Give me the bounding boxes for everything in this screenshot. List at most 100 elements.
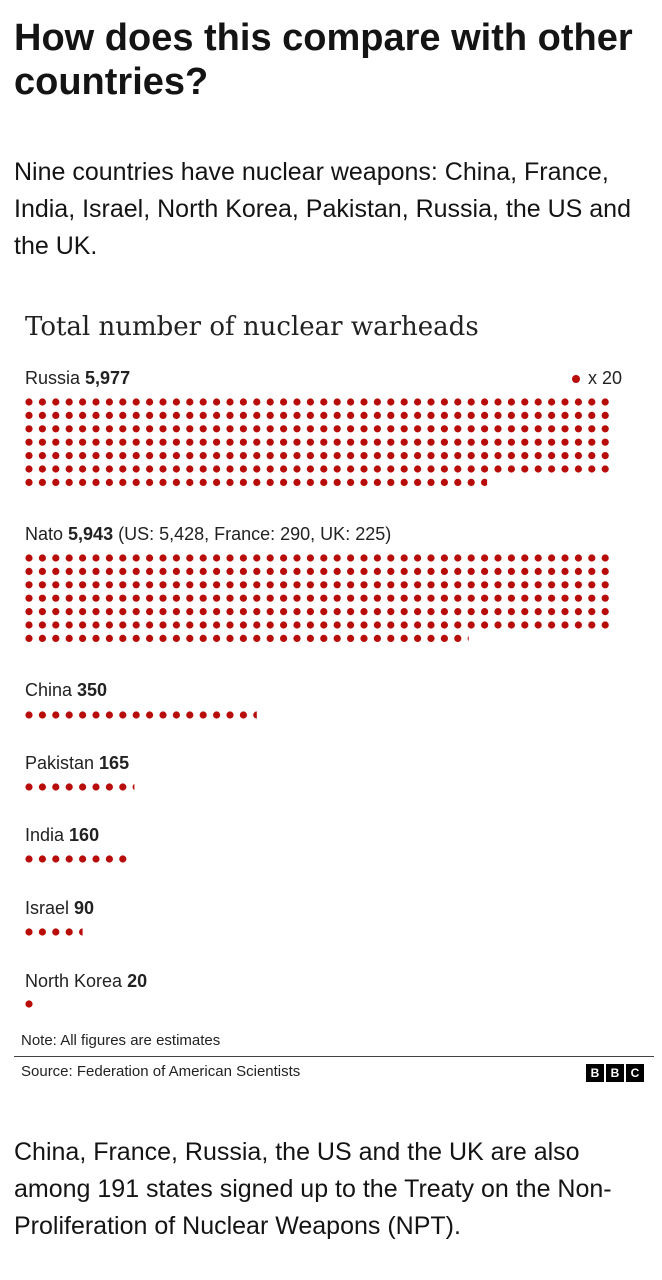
warhead-dot [92, 438, 100, 446]
warhead-dot [400, 465, 408, 473]
chart-source: Source: Federation of American Scientist… [21, 1063, 301, 1080]
warhead-dot [25, 855, 33, 863]
warhead-dot [146, 465, 154, 473]
warhead-dot [347, 465, 355, 473]
warhead-dot [79, 425, 87, 433]
warhead-dot [253, 452, 261, 460]
warhead-dot [481, 438, 489, 446]
warhead-dot [186, 594, 194, 602]
warhead-dot [239, 438, 247, 446]
warhead-dot [172, 554, 180, 562]
warhead-dot [213, 478, 221, 486]
warhead-dot [481, 452, 489, 460]
warhead-dot [25, 711, 33, 719]
warhead-dot [226, 594, 234, 602]
warhead-dot [280, 567, 288, 575]
warhead-dot [293, 398, 301, 406]
warhead-dot [387, 634, 395, 642]
warhead-dot [387, 465, 395, 473]
warhead-dot [293, 452, 301, 460]
country-value: 350 [77, 680, 108, 700]
warhead-dot [280, 411, 288, 419]
warhead-dot [226, 581, 234, 589]
warhead-dot [226, 398, 234, 406]
warhead-dot [92, 711, 100, 719]
warhead-dot [146, 452, 154, 460]
warhead-dot [52, 581, 60, 589]
warhead-dot [360, 608, 368, 616]
warhead-dot [25, 608, 33, 616]
warhead-dot [65, 621, 73, 629]
warhead-dot [588, 621, 596, 629]
warhead-dot [320, 452, 328, 460]
warhead-dot [507, 594, 515, 602]
warhead-dot [132, 411, 140, 419]
warhead-dot [65, 452, 73, 460]
warhead-dot [38, 855, 46, 863]
warhead-dot [38, 567, 46, 575]
warhead-dot [521, 567, 529, 575]
warhead-dot [159, 567, 167, 575]
warhead-dot [507, 452, 515, 460]
warhead-dot [280, 465, 288, 473]
warhead-dot [159, 581, 167, 589]
warhead-dot [387, 594, 395, 602]
warhead-dot [387, 411, 395, 419]
warhead-dot [199, 608, 207, 616]
warhead-dot [387, 554, 395, 562]
warhead-dot [467, 425, 475, 433]
warhead-dot [373, 398, 381, 406]
warhead-dot [400, 621, 408, 629]
warhead-dot [467, 608, 475, 616]
country-value: 160 [69, 825, 100, 845]
warhead-dot [561, 581, 569, 589]
warhead-dot [25, 928, 33, 936]
warhead-dot [440, 438, 448, 446]
warhead-dot [574, 411, 583, 419]
warhead-dot [548, 438, 556, 446]
warhead-dot [320, 411, 328, 419]
warhead-dot [79, 411, 87, 419]
warhead-dot [119, 465, 127, 473]
warhead-dot [52, 928, 60, 936]
warhead-dot [548, 465, 556, 473]
warhead-dot [266, 594, 274, 602]
warhead-dot [226, 452, 234, 460]
warhead-dot [427, 411, 435, 419]
country-name: India [25, 825, 70, 845]
warhead-dot [38, 783, 46, 791]
warhead-dot [548, 554, 556, 562]
warhead-dot [601, 621, 609, 629]
warhead-dot [213, 398, 221, 406]
warhead-dot [521, 608, 529, 616]
warhead-dot [494, 411, 502, 419]
warhead-dot [226, 554, 234, 562]
warhead-dot [186, 438, 194, 446]
chart-legend: x 20 [571, 368, 622, 389]
warhead-dot [38, 465, 46, 473]
warhead-dot [105, 452, 113, 460]
warhead-dot [52, 425, 60, 433]
warhead-dot [186, 634, 194, 642]
warhead-dot [119, 711, 127, 719]
warhead-dot [266, 554, 274, 562]
warhead-dot [373, 465, 381, 473]
warhead-dot [105, 634, 113, 642]
warhead-dot [79, 621, 87, 629]
warhead-dot [588, 465, 596, 473]
warhead-dot [588, 438, 596, 446]
warhead-dot [280, 608, 288, 616]
warhead-dot [440, 425, 448, 433]
warhead-dot [199, 478, 207, 486]
warhead-dot [186, 621, 194, 629]
warhead-dot [199, 411, 207, 419]
warhead-dot [601, 398, 609, 406]
warhead-dot [105, 438, 113, 446]
warhead-dot [494, 581, 502, 589]
warhead-dot [454, 594, 462, 602]
warhead-dot [601, 554, 609, 562]
warhead-dot [373, 452, 381, 460]
warhead-dot [266, 621, 274, 629]
warhead-dot [320, 567, 328, 575]
warhead-dot [266, 452, 274, 460]
